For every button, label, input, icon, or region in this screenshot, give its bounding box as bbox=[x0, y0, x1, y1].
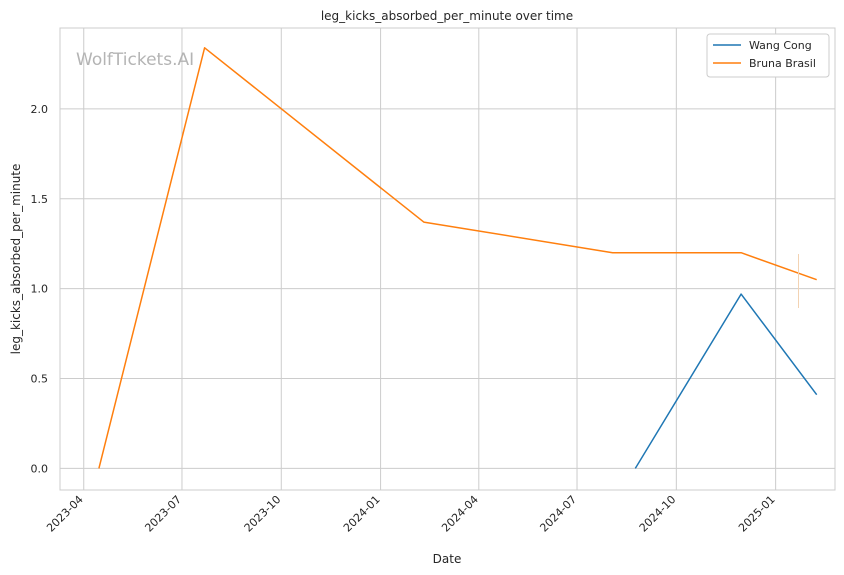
y-tick-label: 1.0 bbox=[31, 283, 49, 296]
legend-label-1: Bruna Brasil bbox=[749, 57, 816, 70]
y-axis-label: leg_kicks_absorbed_per_minute bbox=[9, 164, 23, 355]
x-tick-label: 2023-10 bbox=[242, 493, 284, 535]
x-tick-label: 2023-04 bbox=[44, 493, 86, 535]
x-tick-label: 2024-07 bbox=[537, 493, 579, 535]
y-tick-label: 1.5 bbox=[31, 193, 49, 206]
y-tick-label: 2.0 bbox=[31, 103, 49, 116]
x-tick-label: 2024-10 bbox=[637, 493, 679, 535]
x-axis-label: Date bbox=[433, 552, 462, 566]
chart-title: leg_kicks_absorbed_per_minute over time bbox=[321, 9, 573, 23]
y-ticks: 0.0 0.5 1.0 1.5 2.0 bbox=[31, 103, 49, 476]
legend: Wang Cong Bruna Brasil bbox=[706, 33, 830, 78]
plot-frame bbox=[59, 27, 836, 491]
y-tick-label: 0.0 bbox=[31, 462, 49, 475]
x-tick-label: 2024-01 bbox=[341, 493, 383, 535]
y-tick-label: 0.5 bbox=[31, 373, 49, 386]
x-tick-label: 2025-01 bbox=[736, 493, 778, 535]
watermark: WolfTickets.AI bbox=[76, 50, 194, 70]
x-tick-label: 2023-07 bbox=[142, 493, 184, 535]
x-tick-label: 2024-04 bbox=[439, 493, 481, 535]
series-line-bruna-brasil bbox=[98, 47, 817, 469]
series-line-wang-cong bbox=[634, 293, 818, 469]
plot-area bbox=[60, 28, 835, 490]
series-layer bbox=[98, 47, 818, 469]
grid bbox=[60, 28, 835, 490]
x-ticks: 2023-04 2023-07 2023-10 2024-01 2024-04 2024-… bbox=[44, 493, 778, 535]
legend-label-0: Wang Cong bbox=[749, 39, 812, 52]
